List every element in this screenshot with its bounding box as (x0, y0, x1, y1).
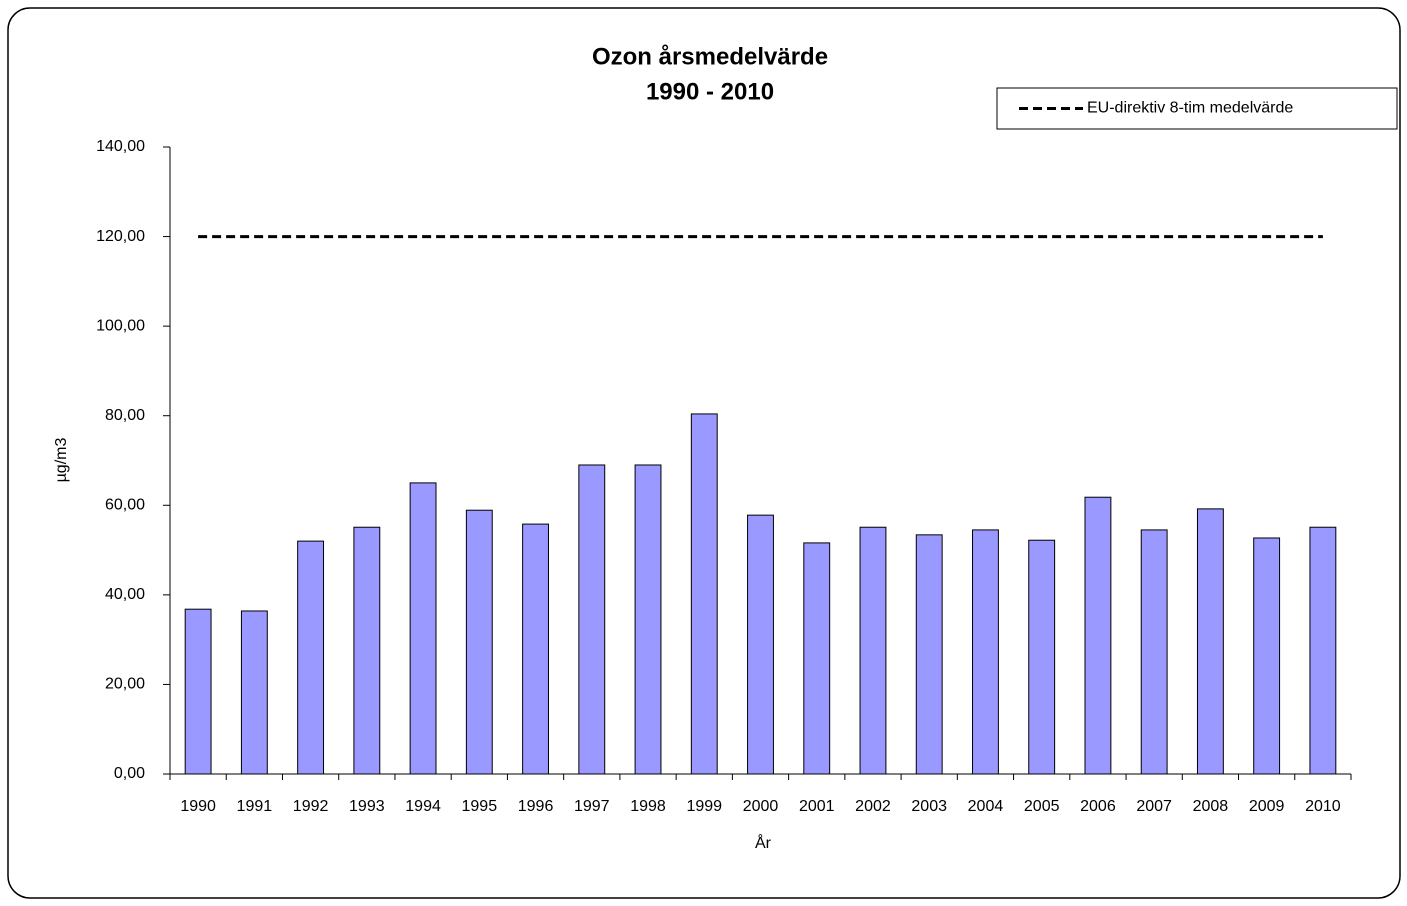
y-tick-label: 0,00 (114, 765, 145, 782)
x-tick-label: 2004 (968, 798, 1004, 815)
bar (1253, 537, 1281, 775)
legend-label: EU-direktiv 8-tim medelvärde (1087, 100, 1293, 117)
bar (803, 542, 831, 775)
bar (1196, 508, 1224, 775)
bar (409, 482, 437, 775)
x-tick-label: 1993 (349, 798, 385, 815)
x-tick-label: 2009 (1249, 798, 1285, 815)
bar (747, 514, 774, 775)
bar (915, 534, 943, 775)
bar (522, 523, 549, 775)
x-tick-label: 2006 (1080, 798, 1116, 815)
x-axis-label: År (755, 833, 772, 852)
x-tick-label: 1995 (462, 798, 498, 815)
bar (634, 464, 662, 775)
bar (972, 529, 999, 775)
bar (353, 526, 381, 775)
y-tick-label: 140,00 (96, 138, 145, 155)
x-tick-label: 1994 (405, 798, 441, 815)
x-tick-label: 1996 (518, 798, 554, 815)
y-axis-label: µg/m3 (53, 438, 70, 483)
x-tick-label: 1998 (630, 798, 666, 815)
x-tick-label: 1999 (686, 798, 722, 815)
bar (1084, 496, 1112, 775)
x-tick-label: 2008 (1193, 798, 1229, 815)
x-tick-label: 1990 (180, 798, 216, 815)
chart-subtitle: 1990 - 2010 (646, 78, 774, 105)
bar (240, 610, 268, 775)
bar (578, 464, 606, 775)
bar (1309, 526, 1337, 775)
y-tick-label: 40,00 (105, 586, 145, 603)
x-tick-label: 1997 (574, 798, 610, 815)
x-tick-label: 2007 (1136, 798, 1172, 815)
y-tick-label: 80,00 (105, 407, 145, 424)
y-tick-label: 120,00 (96, 228, 145, 245)
x-tick-label: 2001 (799, 798, 835, 815)
x-tick-label: 2005 (1024, 798, 1060, 815)
bar (690, 413, 718, 775)
bar (465, 509, 493, 775)
y-tick-label: 100,00 (96, 317, 145, 334)
y-tick-label: 20,00 (105, 676, 145, 693)
x-tick-label: 2002 (855, 798, 891, 815)
chart-title: Ozon årsmedelvärde (592, 43, 828, 70)
x-tick-label: 1992 (293, 798, 329, 815)
x-tick-label: 2010 (1305, 798, 1341, 815)
bar (1028, 539, 1056, 775)
y-tick-label: 60,00 (105, 497, 145, 514)
bar (184, 608, 212, 775)
bar (1140, 529, 1168, 775)
x-tick-label: 1991 (237, 798, 273, 815)
x-tick-label: 2003 (911, 798, 947, 815)
bar (859, 526, 887, 775)
bar (297, 540, 325, 775)
x-tick-label: 2000 (743, 798, 779, 815)
